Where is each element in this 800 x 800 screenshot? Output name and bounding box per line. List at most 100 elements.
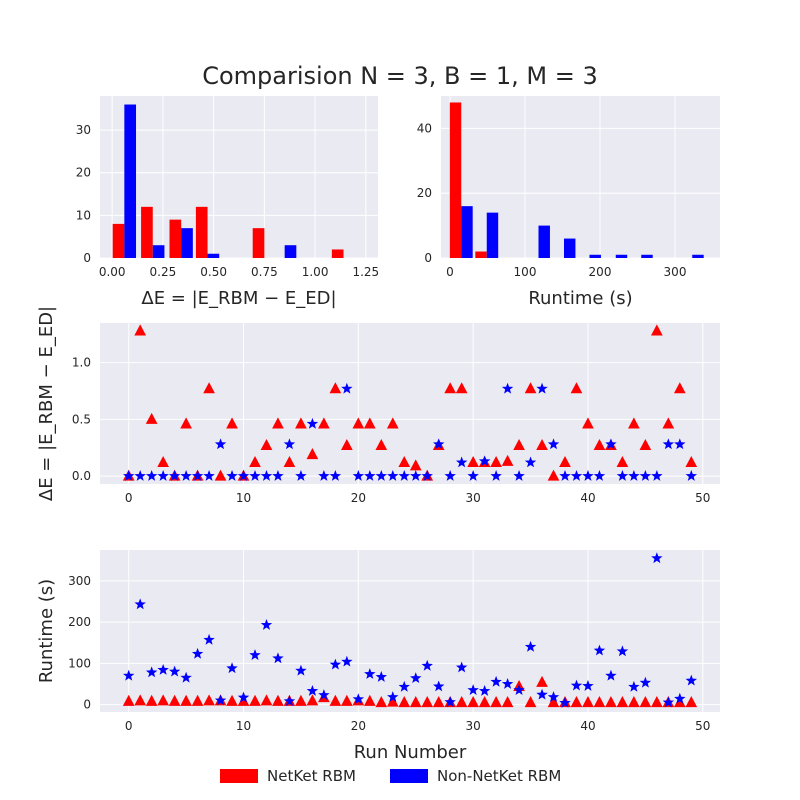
- triangle-marker: [260, 694, 273, 706]
- star-marker: [352, 470, 365, 481]
- star-marker: [501, 677, 514, 689]
- x-tick-label: 0.75: [251, 265, 278, 279]
- x-tick-label: 40: [580, 491, 595, 505]
- star-marker: [685, 470, 697, 481]
- triangle-marker: [341, 438, 353, 451]
- star-marker: [674, 692, 686, 704]
- histogram-runtime-panel: 0 100 200 300 0 20 40 Runtime (s): [417, 96, 720, 309]
- y-axis-label: Runtime (s): [36, 579, 57, 683]
- triangle-marker: [226, 417, 238, 429]
- triangle-marker: [398, 696, 411, 708]
- triangle-marker: [363, 694, 376, 706]
- star-marker: [685, 674, 697, 686]
- bar: [284, 245, 297, 258]
- legend: NetKet RBM Non-NetKet RBM: [220, 767, 561, 785]
- y-tick-label: 200: [68, 615, 91, 629]
- x-tick-label: 0: [125, 491, 133, 505]
- star-marker: [226, 662, 238, 674]
- triangle-marker: [421, 696, 434, 708]
- star-marker: [674, 438, 686, 450]
- y-tick-label: 1.0: [72, 356, 91, 370]
- triangle-marker: [444, 382, 457, 394]
- triangle-marker: [478, 696, 491, 708]
- star-marker: [410, 672, 422, 684]
- star-marker: [605, 669, 617, 681]
- scatter-delta-e-panel: 0 10 20 30 40 50 0.0 0.5 1.0 ΔE = |E_RBM − E_ED|: [36, 306, 720, 505]
- triangle-marker: [536, 675, 548, 687]
- triangle-marker: [570, 696, 583, 708]
- star-marker: [134, 470, 146, 481]
- x-tick-label: 20: [351, 719, 366, 733]
- star-marker: [375, 670, 387, 682]
- star-marker: [662, 696, 675, 708]
- triangle-marker: [662, 417, 675, 429]
- star-marker: [306, 417, 319, 429]
- bar: [461, 206, 473, 258]
- x-tick-label: 1.00: [302, 265, 329, 279]
- triangle-marker: [352, 417, 365, 429]
- star-marker: [478, 684, 491, 696]
- star-marker: [628, 680, 640, 692]
- x-tick-label: 50: [695, 491, 710, 505]
- triangle-marker: [432, 696, 445, 708]
- bar: [181, 228, 193, 258]
- x-tick-label: 1.25: [352, 265, 379, 279]
- triangle-marker: [398, 455, 411, 468]
- triangle-marker: [203, 382, 215, 394]
- triangle-marker: [260, 438, 273, 451]
- legend-swatch-netket: [220, 769, 258, 783]
- triangle-marker: [605, 696, 617, 708]
- star-marker: [283, 695, 296, 707]
- bar: [641, 254, 653, 258]
- star-marker: [651, 552, 663, 564]
- triangle-marker: [134, 324, 147, 336]
- triangle-marker: [237, 694, 250, 706]
- triangle-marker: [386, 417, 399, 429]
- triangle-marker: [122, 694, 135, 706]
- triangle-marker: [570, 382, 583, 394]
- star-marker: [341, 655, 353, 667]
- plot-area: [100, 550, 720, 712]
- triangle-marker: [593, 696, 606, 708]
- x-tick-label: 0: [446, 265, 454, 279]
- star-marker: [318, 470, 330, 481]
- triangle-marker: [409, 459, 422, 471]
- triangle-marker: [375, 696, 388, 708]
- star-marker: [145, 666, 158, 678]
- star-marker: [536, 382, 548, 394]
- triangle-marker: [616, 455, 629, 468]
- star-marker: [455, 456, 468, 468]
- bar: [331, 249, 344, 258]
- triangle-marker: [191, 694, 204, 706]
- triangle-marker: [685, 696, 698, 708]
- bar: [195, 206, 208, 258]
- plot-area: [100, 323, 720, 484]
- star-marker: [203, 633, 215, 645]
- star-marker: [191, 647, 204, 659]
- triangle-marker: [145, 412, 158, 424]
- star-marker: [547, 438, 560, 450]
- star-marker: [478, 455, 491, 467]
- star-marker: [157, 470, 169, 481]
- y-axis-label: ΔE = |E_RBM − E_ED|: [36, 306, 57, 501]
- star-marker: [570, 679, 583, 691]
- star-marker: [364, 668, 376, 679]
- triangle-marker: [375, 438, 388, 451]
- star-marker: [662, 438, 675, 450]
- star-marker: [501, 382, 514, 394]
- triangle-marker: [467, 696, 479, 708]
- triangle-marker: [524, 382, 537, 394]
- triangle-marker: [145, 694, 158, 706]
- bar: [169, 219, 182, 258]
- star-marker: [260, 470, 273, 481]
- triangle-marker: [455, 382, 468, 394]
- triangle-marker: [306, 694, 319, 706]
- star-marker: [387, 691, 399, 703]
- star-marker: [237, 470, 250, 481]
- legend-label-netket: NetKet RBM: [267, 767, 356, 785]
- triangle-marker: [386, 695, 399, 707]
- x-tick-label: 100: [514, 265, 537, 279]
- triangle-marker: [283, 455, 296, 468]
- star-marker: [283, 438, 296, 450]
- star-marker: [398, 680, 410, 692]
